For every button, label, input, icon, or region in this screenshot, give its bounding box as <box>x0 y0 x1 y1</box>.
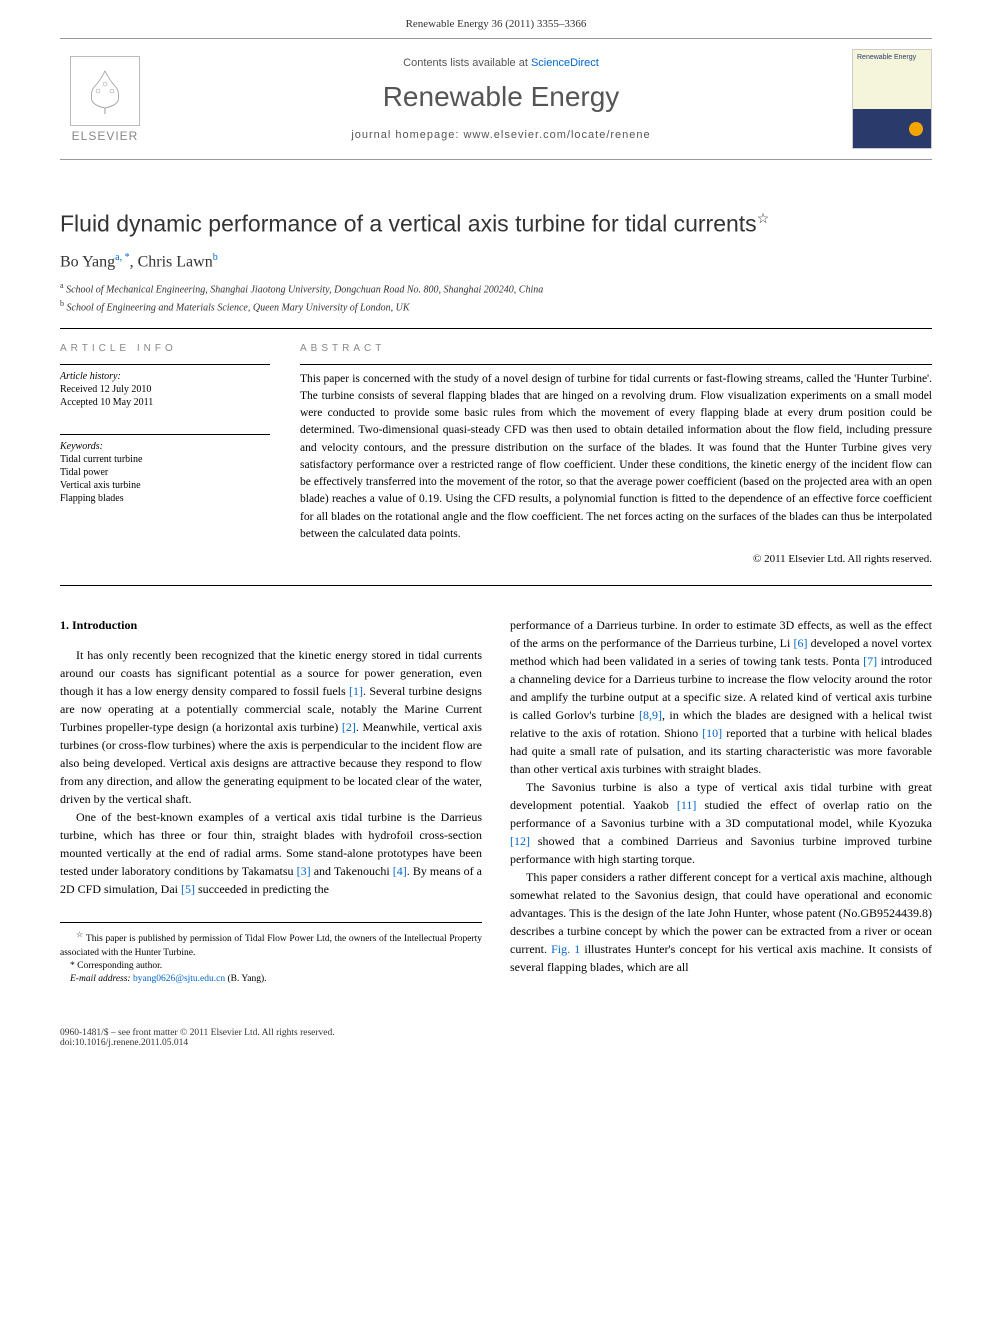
banner-center: Contents lists available at ScienceDirec… <box>150 57 852 141</box>
email-link[interactable]: byang0626@sjtu.edu.cn <box>133 974 225 984</box>
article-info: ARTICLE INFO Article history: Received 1… <box>60 343 270 566</box>
elsevier-label: ELSEVIER <box>72 129 139 143</box>
info-heading: ARTICLE INFO <box>60 343 270 354</box>
elsevier-tree-icon <box>70 56 140 126</box>
ref-link[interactable]: [2] <box>342 720 356 734</box>
column-right: performance of a Darrieus turbine. In or… <box>510 616 932 986</box>
footnotes: ☆ This paper is published by permission … <box>60 922 482 986</box>
journal-banner: ELSEVIER Contents lists available at Sci… <box>60 38 932 160</box>
affiliation-b: b School of Engineering and Materials Sc… <box>60 299 932 313</box>
body-para: This paper considers a rather different … <box>510 868 932 976</box>
ref-link[interactable]: [7] <box>863 654 877 668</box>
abstract-heading: ABSTRACT <box>300 343 932 354</box>
ref-link[interactable]: [6] <box>793 636 807 650</box>
running-header: Renewable Energy 36 (2011) 3355–3366 <box>0 0 992 38</box>
sun-icon <box>909 122 923 136</box>
keyword: Vertical axis turbine <box>60 480 270 491</box>
accepted-date: Accepted 10 May 2011 <box>60 397 270 408</box>
body-para: performance of a Darrieus turbine. In or… <box>510 616 932 778</box>
footer-bar: 0960-1481/$ – see front matter © 2011 El… <box>0 1028 992 1068</box>
figure-link[interactable]: Fig. 1 <box>551 942 580 956</box>
journal-name: Renewable Energy <box>150 81 852 113</box>
body-columns: 1. Introduction It has only recently bee… <box>60 616 932 986</box>
section-heading: 1. Introduction <box>60 616 482 634</box>
sciencedirect-link[interactable]: ScienceDirect <box>531 57 599 69</box>
received-date: Received 12 July 2010 <box>60 384 270 395</box>
footnote-corresponding: * Corresponding author. <box>60 960 482 973</box>
author-1[interactable]: Bo Yang <box>60 253 115 270</box>
homepage-url[interactable]: www.elsevier.com/locate/renene <box>464 129 651 141</box>
ref-link[interactable]: [5] <box>181 882 195 896</box>
authors: Bo Yanga, *, Chris Lawnb <box>60 252 932 271</box>
keyword: Flapping blades <box>60 493 270 504</box>
footnote-email: E-mail address: byang0626@sjtu.edu.cn (B… <box>60 973 482 986</box>
ref-link[interactable]: [8,9] <box>639 708 662 722</box>
body-para: The Savonius turbine is also a type of v… <box>510 778 932 868</box>
copyright: © 2011 Elsevier Ltd. All rights reserved… <box>300 553 932 565</box>
elsevier-logo[interactable]: ELSEVIER <box>60 49 150 149</box>
keyword: Tidal power <box>60 467 270 478</box>
ref-link[interactable]: [1] <box>349 684 363 698</box>
column-left: 1. Introduction It has only recently bee… <box>60 616 482 986</box>
ref-link[interactable]: [11] <box>677 798 697 812</box>
divider <box>60 585 932 586</box>
keywords-label: Keywords: <box>60 441 270 452</box>
divider <box>60 328 932 329</box>
abstract-text: This paper is concerned with the study o… <box>300 371 932 544</box>
journal-cover-icon[interactable]: Renewable Energy <box>852 49 932 149</box>
ref-link[interactable]: [3] <box>297 864 311 878</box>
title-star-icon: ☆ <box>757 210 770 226</box>
ref-link[interactable]: [10] <box>702 726 722 740</box>
footnote-star: ☆ This paper is published by permission … <box>60 929 482 960</box>
article-title: Fluid dynamic performance of a vertical … <box>60 210 932 238</box>
main-content: Fluid dynamic performance of a vertical … <box>0 180 992 1016</box>
contents-line: Contents lists available at ScienceDirec… <box>150 57 852 69</box>
abstract: ABSTRACT This paper is concerned with th… <box>300 343 932 566</box>
keyword: Tidal current turbine <box>60 454 270 465</box>
body-para: It has only recently been recognized tha… <box>60 646 482 808</box>
citation: Renewable Energy 36 (2011) 3355–3366 <box>406 18 587 30</box>
author-2[interactable]: Chris Lawn <box>138 253 213 270</box>
footer-left: 0960-1481/$ – see front matter © 2011 El… <box>60 1028 335 1048</box>
info-abstract-row: ARTICLE INFO Article history: Received 1… <box>60 343 932 566</box>
affiliation-a: a School of Mechanical Engineering, Shan… <box>60 281 932 295</box>
body-para: One of the best-known examples of a vert… <box>60 808 482 898</box>
ref-link[interactable]: [4] <box>393 864 407 878</box>
homepage-line: journal homepage: www.elsevier.com/locat… <box>150 129 852 141</box>
ref-link[interactable]: [12] <box>510 834 530 848</box>
history-label: Article history: <box>60 371 270 382</box>
